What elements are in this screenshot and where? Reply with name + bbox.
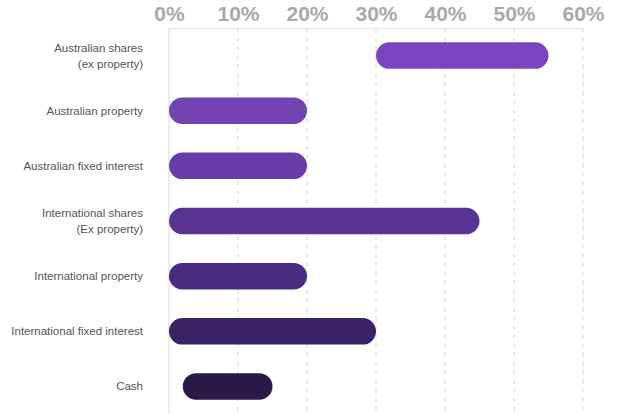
bar [169,263,307,289]
chart: 0% 10% 20% 30% 40% 50% 60% Australian shares(ex… [0,0,640,414]
bars [169,42,549,399]
tick: 40% [424,2,466,28]
tick: 0% [154,2,185,28]
tick-label: 30% [355,2,397,25]
tick-label: 0% [154,2,185,25]
category-label: Cash [116,380,143,392]
bar [376,42,549,68]
category-label: International shares(Ex property) [42,207,143,235]
category-label: International property [34,270,143,282]
category-label: Australian property [46,105,143,117]
category-label: Australian fixed interest [23,160,143,172]
bar [169,208,480,234]
tick: 30% [355,2,397,28]
category-label: Australian shares(ex property) [54,42,143,70]
grid-line [583,28,584,414]
tick: 50% [493,2,535,28]
tick: 20% [286,2,328,28]
grid [169,28,583,414]
tick: 60% [562,2,604,28]
grid-line [514,28,515,414]
tick: 10% [217,2,259,28]
axis-line [170,28,584,29]
bar [169,153,307,179]
x-axis: 0% 10% 20% 30% 40% 50% 60% [154,2,605,29]
category-labels: Australian shares(ex property) Australian… [11,42,143,393]
category-label: International fixed interest [11,325,143,337]
tick-label: 60% [562,2,604,25]
tick-label: 40% [424,2,466,25]
tick-label: 20% [286,2,328,25]
bar [183,373,273,399]
tick-label: 50% [493,2,535,25]
bar [169,97,307,123]
tick-label: 10% [217,2,259,25]
bar [169,318,376,344]
